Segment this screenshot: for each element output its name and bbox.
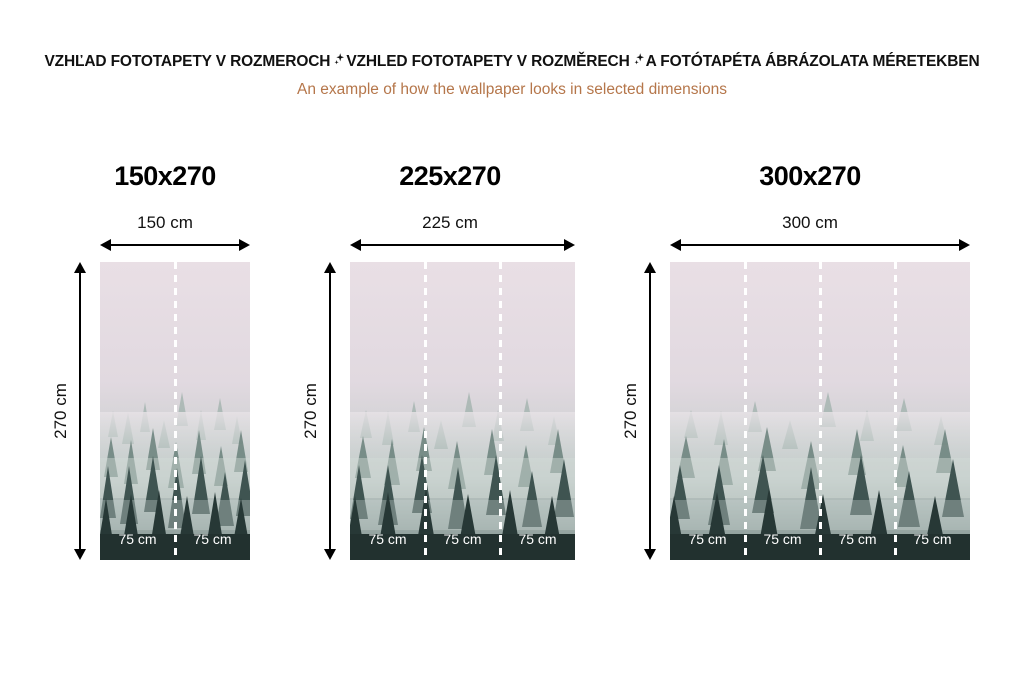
arrow-head-top-icon bbox=[324, 262, 336, 273]
strip-width-label: 75 cm bbox=[913, 531, 952, 547]
width-dimension-arrow bbox=[100, 238, 250, 252]
strip-width-label: 75 cm bbox=[763, 531, 802, 547]
page-title-part-cz: VZHLED FOTOTAPETY V ROZMĚRECH bbox=[346, 53, 630, 70]
arrow-shaft bbox=[107, 244, 243, 246]
strip-width-label: 75 cm bbox=[118, 531, 157, 547]
header: VZHĽAD FOTOTAPETY V ROZMEROCH VZHLED FOTO… bbox=[0, 52, 1024, 100]
width-dimension-arrow bbox=[350, 238, 575, 252]
panel-height-label: 270 cm bbox=[301, 383, 320, 439]
panel-height-label: 270 cm bbox=[621, 383, 640, 439]
wallpaper-strips: 75 cm 75 cm 75 cm 75 cm bbox=[670, 262, 970, 560]
panel-title: 300x270 bbox=[759, 161, 861, 191]
panel-title: 225x270 bbox=[399, 161, 501, 191]
page-subtitle: An example of how the wallpaper looks in… bbox=[297, 81, 727, 98]
height-dimension-arrow bbox=[73, 262, 87, 560]
arrow-head-top-icon bbox=[74, 262, 86, 273]
arrow-head-right-icon bbox=[564, 239, 575, 251]
arrow-shaft bbox=[79, 269, 81, 553]
arrow-head-bottom-icon bbox=[644, 549, 656, 560]
arrow-head-left-icon bbox=[100, 239, 111, 251]
wallpaper-strip: 75 cm bbox=[670, 262, 745, 560]
wallpaper-strip: 75 cm bbox=[894, 262, 970, 560]
sparkle-icon bbox=[630, 52, 646, 68]
wallpaper-strips: 75 cm 75 cm bbox=[100, 262, 250, 560]
wallpaper-preview: 75 cm 75 cm bbox=[100, 262, 250, 560]
wallpaper-preview: 75 cm 75 cm 75 cm 75 cm bbox=[670, 262, 970, 560]
page-title-part-hu: A FOTÓTAPÉTA ÁBRÁZOLATA MÉRETEKBEN bbox=[645, 53, 980, 70]
wallpaper-strip: 75 cm bbox=[819, 262, 895, 560]
wallpaper-strip: 75 cm bbox=[350, 262, 425, 560]
wallpaper-preview: 75 cm 75 cm 75 cm bbox=[350, 262, 575, 560]
arrow-head-bottom-icon bbox=[74, 549, 86, 560]
wallpaper-strip: 75 cm bbox=[744, 262, 820, 560]
strip-width-label: 75 cm bbox=[368, 531, 407, 547]
size-panels: 150x270 150 cm 270 cm bbox=[0, 160, 1024, 590]
sparkle-icon bbox=[330, 52, 346, 68]
strip-width-label: 75 cm bbox=[443, 531, 482, 547]
panel-width-label: 225 cm bbox=[422, 213, 478, 232]
width-dimension-arrow bbox=[670, 238, 970, 252]
strip-width-label: 75 cm bbox=[518, 531, 557, 547]
height-dimension-arrow bbox=[323, 262, 337, 560]
wallpaper-strip: 75 cm bbox=[499, 262, 575, 560]
panel-title: 150x270 bbox=[114, 161, 216, 191]
wallpaper-strip: 75 cm bbox=[174, 262, 250, 560]
arrow-shaft bbox=[677, 244, 963, 246]
arrow-shaft bbox=[357, 244, 568, 246]
strip-width-label: 75 cm bbox=[688, 531, 727, 547]
arrow-head-right-icon bbox=[959, 239, 970, 251]
strip-width-label: 75 cm bbox=[838, 531, 877, 547]
panel-width-label: 300 cm bbox=[782, 213, 838, 232]
panel-width-label: 150 cm bbox=[137, 213, 193, 232]
panel-height-label: 270 cm bbox=[51, 383, 70, 439]
strip-width-label: 75 cm bbox=[193, 531, 232, 547]
arrow-shaft bbox=[649, 269, 651, 553]
wallpaper-strip: 75 cm bbox=[424, 262, 500, 560]
wallpaper-strip: 75 cm bbox=[100, 262, 175, 560]
arrow-head-left-icon bbox=[350, 239, 361, 251]
page-title: VZHĽAD FOTOTAPETY V ROZMEROCH VZHLED FOTO… bbox=[0, 52, 1024, 72]
page-title-part-sk: VZHĽAD FOTOTAPETY V ROZMEROCH bbox=[44, 53, 331, 70]
wallpaper-strips: 75 cm 75 cm 75 cm bbox=[350, 262, 575, 560]
arrow-head-bottom-icon bbox=[324, 549, 336, 560]
arrow-head-right-icon bbox=[239, 239, 250, 251]
arrow-head-left-icon bbox=[670, 239, 681, 251]
height-dimension-arrow bbox=[643, 262, 657, 560]
arrow-head-top-icon bbox=[644, 262, 656, 273]
arrow-shaft bbox=[329, 269, 331, 553]
